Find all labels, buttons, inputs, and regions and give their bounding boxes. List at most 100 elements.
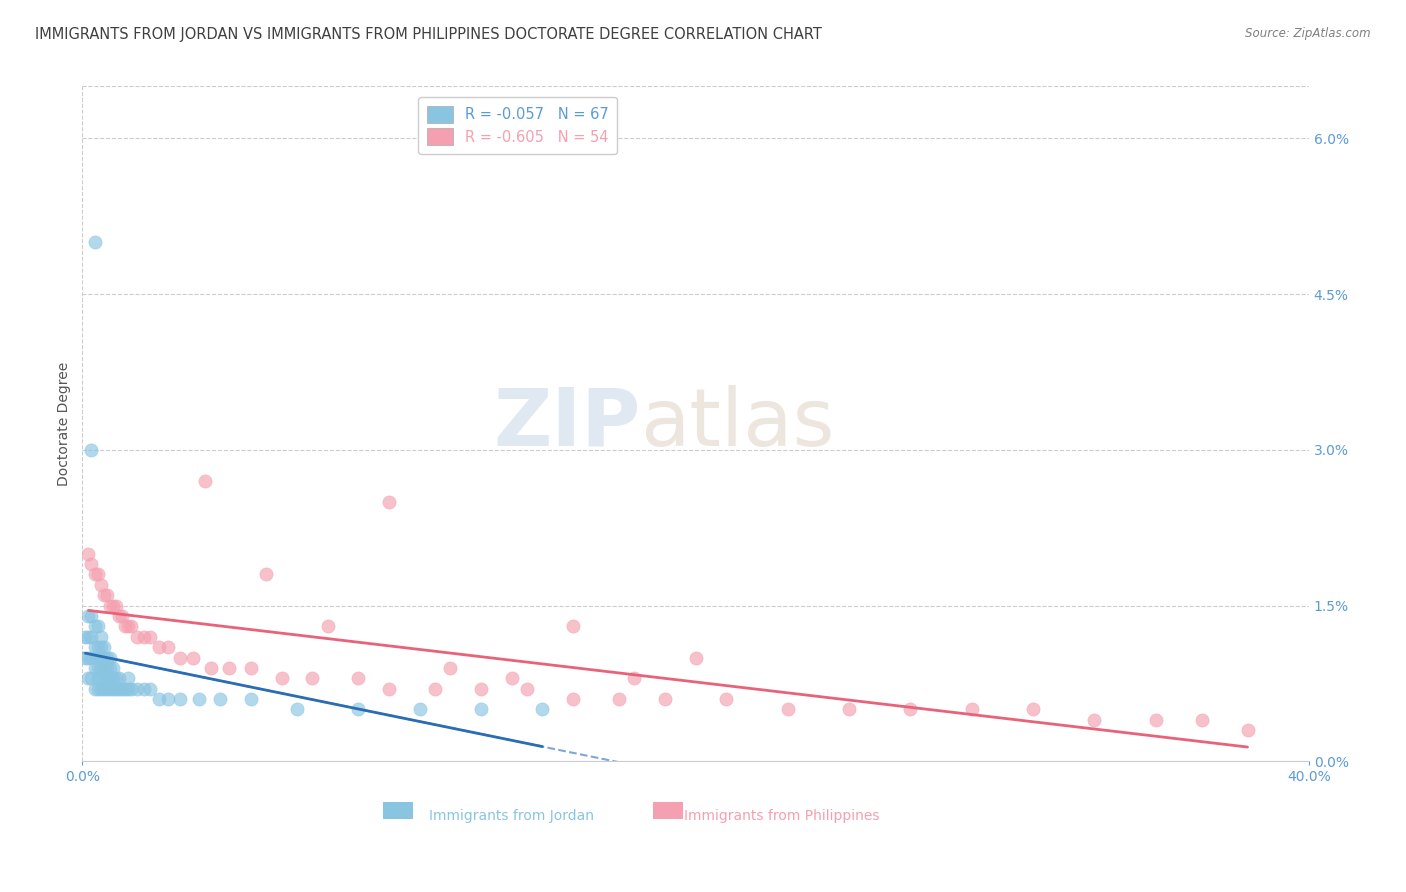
Point	[77, 547, 100, 561]
Text: atlas: atlas	[640, 384, 835, 463]
FancyBboxPatch shape	[382, 802, 413, 819]
Point	[408, 702, 430, 716]
Point	[90, 671, 112, 685]
Point	[111, 609, 134, 624]
Point	[93, 650, 115, 665]
Point	[75, 650, 97, 665]
Text: Immigrants from Jordan: Immigrants from Jordan	[429, 809, 595, 822]
Point	[501, 671, 523, 685]
Point	[77, 650, 100, 665]
Point	[470, 702, 492, 716]
Point	[101, 599, 124, 613]
Point	[285, 702, 308, 716]
Point	[111, 681, 134, 696]
Point	[93, 588, 115, 602]
Point	[139, 681, 162, 696]
Point	[86, 619, 108, 633]
Point	[83, 235, 105, 249]
Point	[83, 681, 105, 696]
Point	[378, 495, 401, 509]
Point	[516, 681, 538, 696]
Point	[181, 650, 204, 665]
Point	[1083, 713, 1105, 727]
Point	[90, 640, 112, 655]
Point	[301, 671, 323, 685]
Point	[117, 619, 139, 633]
Point	[101, 681, 124, 696]
Point	[169, 692, 191, 706]
Point	[98, 599, 121, 613]
Point	[77, 609, 100, 624]
Point	[120, 681, 142, 696]
Point	[423, 681, 446, 696]
Point	[108, 681, 131, 696]
Point	[838, 702, 860, 716]
Point	[90, 578, 112, 592]
Point	[148, 640, 170, 655]
Point	[378, 681, 401, 696]
Point	[96, 588, 118, 602]
Point	[80, 442, 103, 457]
Point	[96, 671, 118, 685]
Point	[93, 681, 115, 696]
Point	[98, 671, 121, 685]
Point	[105, 681, 128, 696]
Point	[105, 671, 128, 685]
Point	[86, 650, 108, 665]
Point	[607, 692, 630, 706]
Point	[139, 630, 162, 644]
Text: IMMIGRANTS FROM JORDAN VS IMMIGRANTS FROM PHILIPPINES DOCTORATE DEGREE CORRELATI: IMMIGRANTS FROM JORDAN VS IMMIGRANTS FRO…	[35, 27, 823, 42]
Point	[86, 640, 108, 655]
Point	[169, 650, 191, 665]
Point	[898, 702, 921, 716]
Point	[90, 681, 112, 696]
Point	[83, 567, 105, 582]
Point	[86, 671, 108, 685]
Point	[86, 681, 108, 696]
Point	[239, 692, 262, 706]
Point	[83, 619, 105, 633]
Point	[101, 661, 124, 675]
Point	[93, 661, 115, 675]
Point	[654, 692, 676, 706]
FancyBboxPatch shape	[652, 802, 683, 819]
Point	[120, 619, 142, 633]
Text: Source: ZipAtlas.com: Source: ZipAtlas.com	[1246, 27, 1371, 40]
Point	[187, 692, 209, 706]
Point	[716, 692, 738, 706]
Text: ZIP: ZIP	[494, 384, 640, 463]
Point	[105, 599, 128, 613]
Point	[685, 650, 707, 665]
Point	[90, 630, 112, 644]
Point	[561, 619, 583, 633]
Point	[316, 619, 339, 633]
Point	[86, 661, 108, 675]
Point	[194, 474, 217, 488]
Point	[117, 681, 139, 696]
Point	[96, 661, 118, 675]
Point	[127, 681, 149, 696]
Point	[239, 661, 262, 675]
Point	[439, 661, 461, 675]
Point	[80, 557, 103, 571]
Point	[80, 630, 103, 644]
Point	[1144, 713, 1167, 727]
Point	[270, 671, 292, 685]
Point	[80, 609, 103, 624]
Point	[80, 671, 103, 685]
Point	[98, 661, 121, 675]
Point	[132, 681, 155, 696]
Point	[93, 640, 115, 655]
Point	[347, 702, 370, 716]
Point	[531, 702, 554, 716]
Point	[75, 630, 97, 644]
Point	[108, 609, 131, 624]
Point	[90, 661, 112, 675]
Point	[93, 671, 115, 685]
Point	[209, 692, 232, 706]
Point	[623, 671, 645, 685]
Point	[132, 630, 155, 644]
Point	[86, 567, 108, 582]
Point	[127, 630, 149, 644]
Point	[114, 681, 136, 696]
